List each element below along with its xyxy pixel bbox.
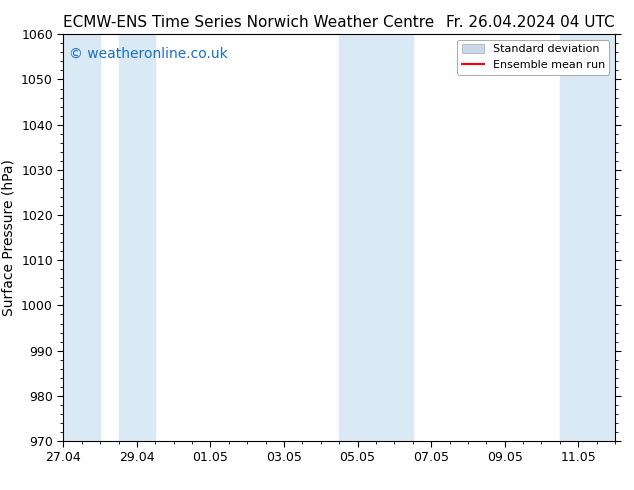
Bar <box>560 34 615 441</box>
Text: © weatheronline.co.uk: © weatheronline.co.uk <box>69 47 228 60</box>
Y-axis label: Surface Pressure (hPa): Surface Pressure (hPa) <box>1 159 16 316</box>
Bar <box>119 34 155 441</box>
Legend: Standard deviation, Ensemble mean run: Standard deviation, Ensemble mean run <box>457 40 609 74</box>
Text: Fr. 26.04.2024 04 UTC: Fr. 26.04.2024 04 UTC <box>446 15 615 30</box>
Text: ECMW-ENS Time Series Norwich Weather Centre: ECMW-ENS Time Series Norwich Weather Cen… <box>63 15 435 30</box>
Bar <box>63 34 100 441</box>
Bar <box>339 34 413 441</box>
